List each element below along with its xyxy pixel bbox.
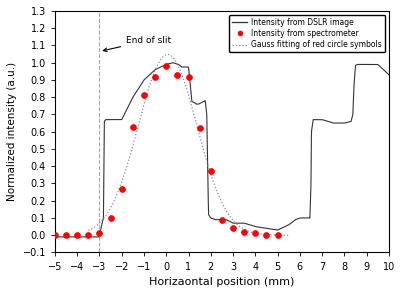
Point	[74, 233, 80, 238]
Point	[251, 231, 258, 236]
Point	[185, 74, 191, 79]
Text: End of slit: End of slit	[103, 36, 171, 51]
Point	[63, 233, 69, 238]
Point	[274, 233, 280, 238]
Point	[207, 169, 213, 174]
Point	[96, 231, 102, 236]
Point	[85, 233, 91, 238]
Point	[52, 233, 58, 238]
X-axis label: Horizaontal position (mm): Horizaontal position (mm)	[149, 277, 294, 287]
Legend: Intensity from DSLR image, Intensity from spectrometer, Gauss fitting of red cir: Intensity from DSLR image, Intensity fro…	[229, 15, 384, 52]
Point	[196, 126, 203, 131]
Point	[163, 64, 169, 69]
Point	[174, 72, 180, 77]
Point	[118, 186, 125, 191]
Y-axis label: Normalized intensity (a.u.): Normalized intensity (a.u.)	[7, 62, 17, 201]
Point	[229, 226, 236, 231]
Point	[218, 217, 225, 222]
Point	[107, 216, 113, 220]
Point	[140, 93, 147, 98]
Point	[152, 74, 158, 79]
Point	[263, 233, 269, 238]
Point	[240, 229, 247, 234]
Point	[129, 124, 136, 129]
